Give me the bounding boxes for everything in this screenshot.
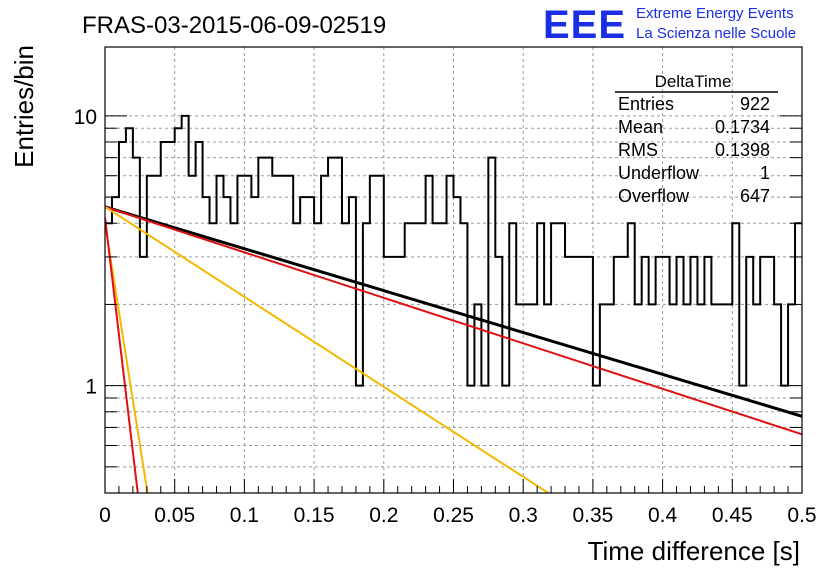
x-tick-label: 0.25 [433,504,474,527]
stats-value: 647 [740,186,770,206]
y-axis-label: Entries/bin [9,45,39,168]
x-tick-label: 0.45 [712,504,753,527]
stats-value: 922 [740,94,770,114]
histogram-series [105,114,802,387]
x-tick-label: 0.3 [509,504,538,527]
stats-value: 0.1734 [715,117,770,137]
x-tick-label: 0.05 [154,504,195,527]
histogram-step-line [105,114,802,387]
stats-title: DeltaTime [655,72,732,91]
x-tick-label: 0.15 [294,504,335,527]
logo-line-1: Extreme Energy Events [636,5,794,22]
logo-line-2: La Scienza nelle Scuole [636,25,796,42]
logo-mark: EEE [543,3,626,47]
fit-curves [105,205,802,493]
stats-box: DeltaTime Entries 922 Mean 0.1734 RMS 0.1398 U… [615,72,778,206]
stats-label: RMS [618,140,658,160]
x-tick-label: 0.2 [369,504,398,527]
fit-curve-2 [105,205,802,436]
y-tick-label: 10 [74,106,97,129]
fit-curve-1 [105,205,802,418]
stats-label: Entries [618,94,674,114]
stats-label: Overflow [618,186,690,206]
chart-title: FRAS-03-2015-06-09-02519 [82,12,386,39]
stats-value: 0.1398 [715,140,770,160]
x-tick-label: 0.1 [230,504,259,527]
fit-curve-3 [105,206,549,493]
x-axis-label: Time difference [s] [588,536,800,566]
fit-curve-4 [105,223,149,493]
x-tick-label: 0 [99,504,111,527]
y-tick-label: 1 [85,376,97,399]
x-tick-label: 0.4 [648,504,678,527]
stats-label: Underflow [618,163,700,183]
fit-curve-5 [105,217,139,493]
x-tick-label: 0.35 [572,504,613,527]
stats-value: 1 [760,163,770,183]
x-tick-label: 0.5 [787,504,816,527]
axis-ticks: 0 0.05 0.1 0.15 0.2 0.25 0.3 0.35 0.4 0.45 0.5 1 10 [74,106,817,527]
stats-label: Mean [618,117,663,137]
